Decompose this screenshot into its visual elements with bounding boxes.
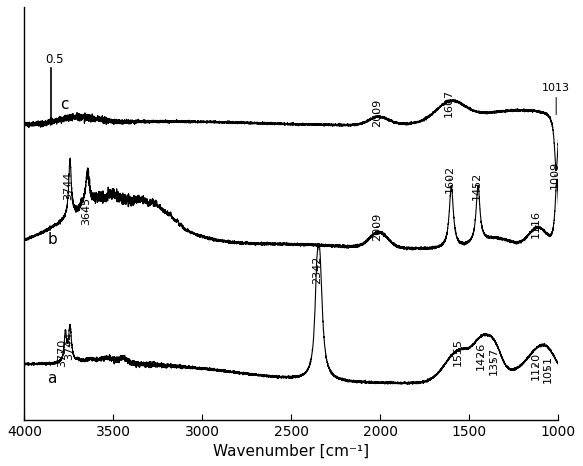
Text: 1607: 1607 <box>444 89 454 117</box>
Text: 2009: 2009 <box>373 212 382 241</box>
Text: b: b <box>48 232 57 247</box>
Text: 3744: 3744 <box>64 331 74 360</box>
Text: 1120: 1120 <box>531 352 540 380</box>
X-axis label: Wavenumber [cm⁻¹]: Wavenumber [cm⁻¹] <box>213 444 370 459</box>
Text: 1009: 1009 <box>550 161 560 189</box>
Text: 1051: 1051 <box>543 355 553 383</box>
Text: 1452: 1452 <box>472 171 482 199</box>
Text: 2342: 2342 <box>312 256 322 284</box>
Text: 1357: 1357 <box>489 347 498 375</box>
Text: 2009: 2009 <box>373 99 382 127</box>
Text: 1602: 1602 <box>445 165 455 193</box>
Text: 1013: 1013 <box>542 82 570 93</box>
Text: 3744: 3744 <box>64 171 73 199</box>
Text: 0.5: 0.5 <box>45 53 64 66</box>
Text: 1426: 1426 <box>476 342 486 370</box>
Text: 3645: 3645 <box>81 197 91 225</box>
Text: c: c <box>60 97 69 112</box>
Text: a: a <box>48 371 57 386</box>
Text: 1116: 1116 <box>531 210 541 238</box>
Text: 1555: 1555 <box>453 337 463 365</box>
Text: 3770: 3770 <box>57 338 67 367</box>
